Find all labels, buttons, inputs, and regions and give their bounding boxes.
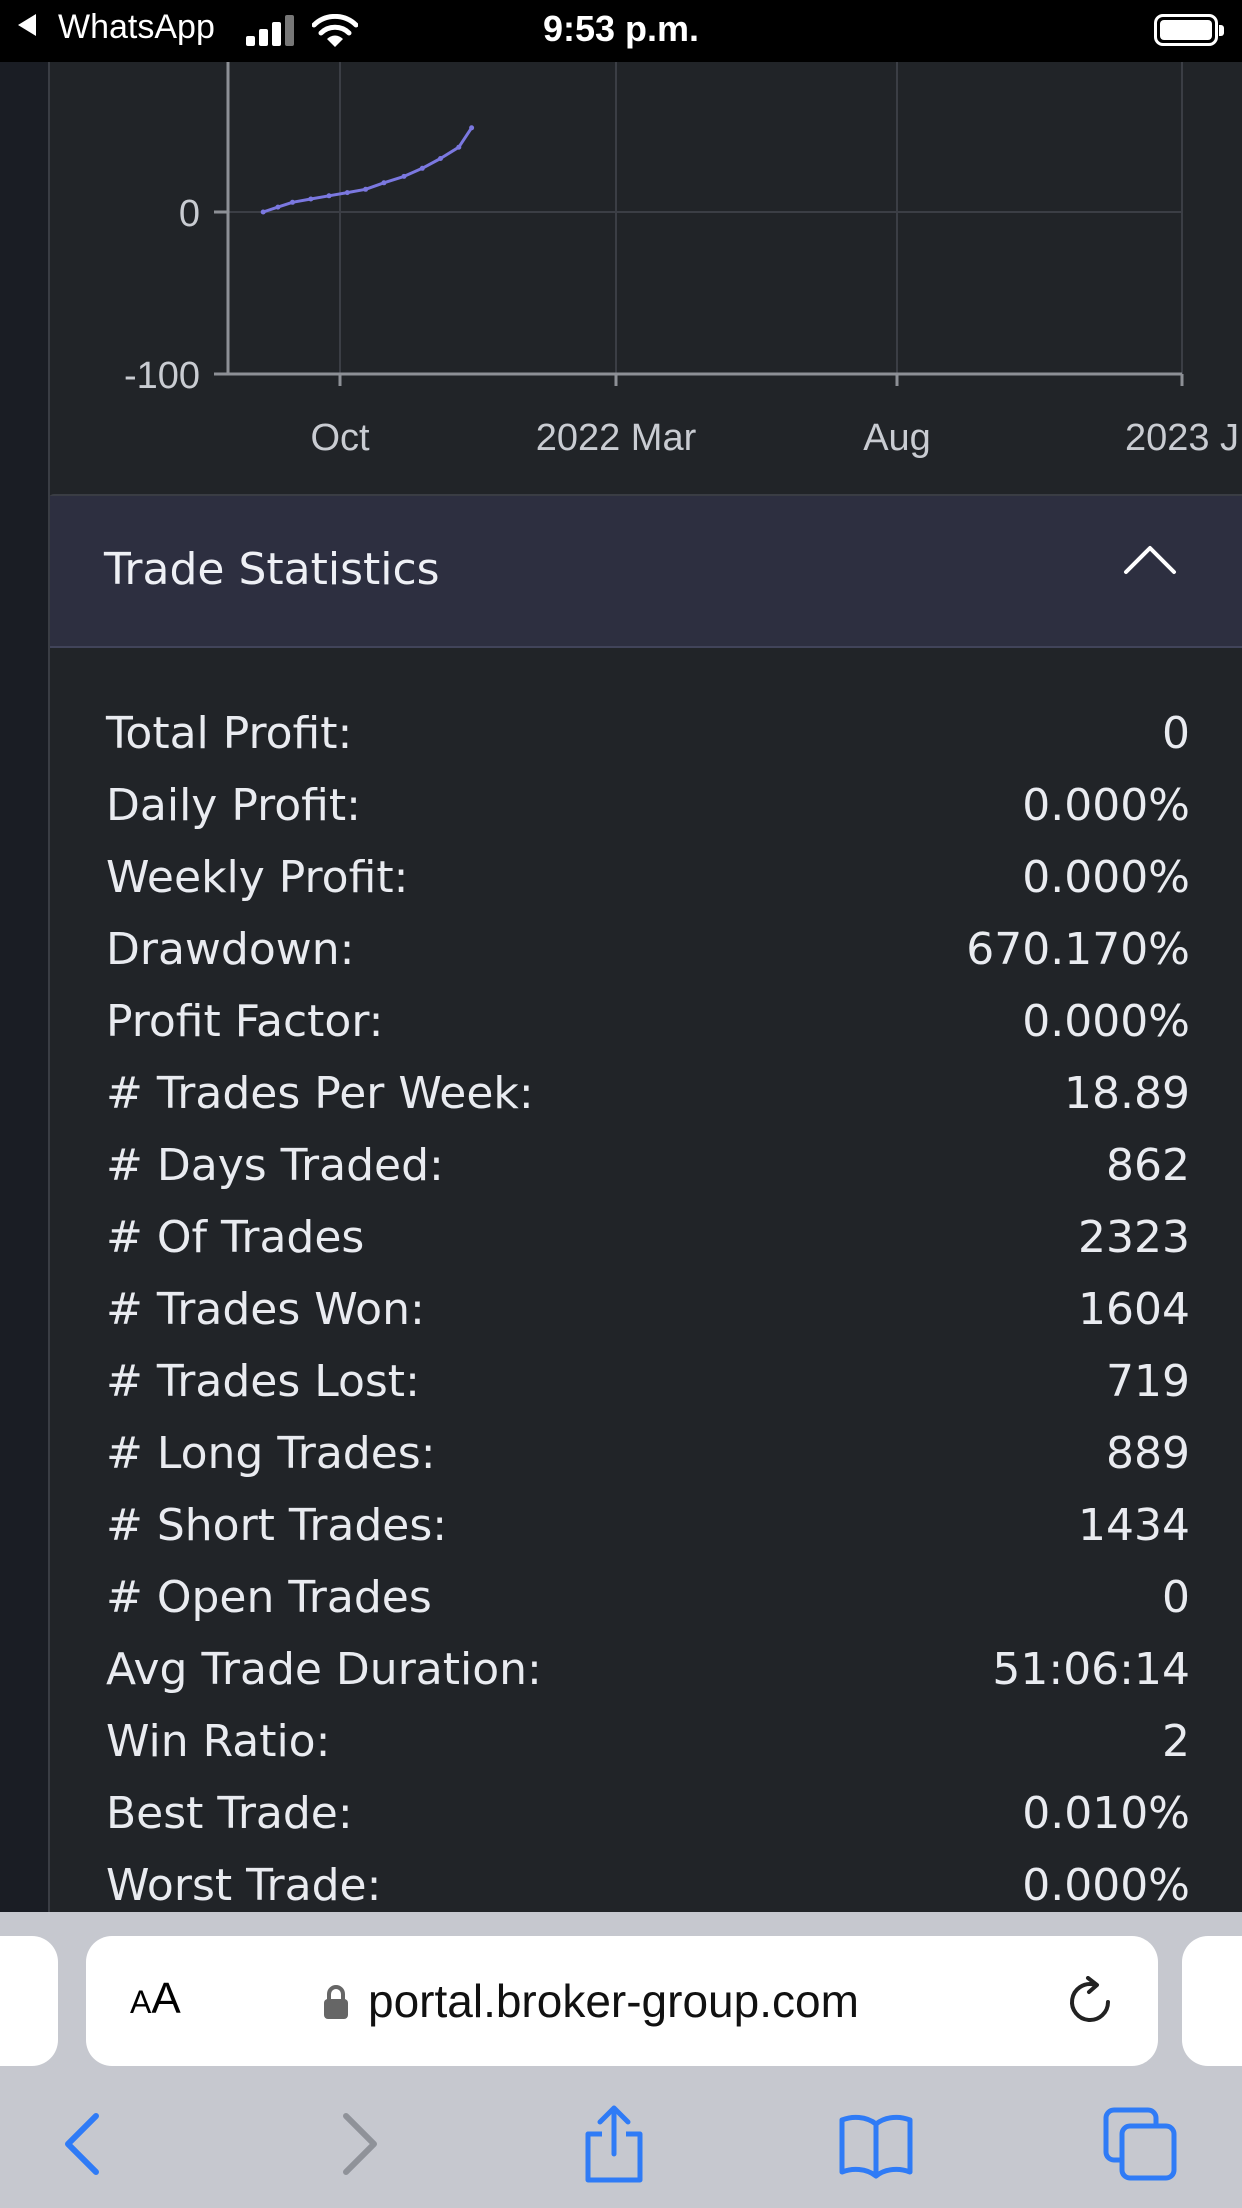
- stat-value: 1604: [1078, 1284, 1190, 1335]
- clock: 9:53 p.m.: [542, 8, 700, 49]
- forward-icon[interactable]: [316, 2104, 396, 2184]
- battery-icon: [1154, 14, 1224, 46]
- stat-value: 670.170%: [966, 924, 1190, 975]
- back-to-app-label[interactable]: WhatsApp: [58, 8, 215, 46]
- stat-row: # Trades Won: 1604: [106, 1274, 1190, 1346]
- stat-row: # Trades Lost: 719: [106, 1346, 1190, 1418]
- stat-label: Drawdown:: [106, 924, 355, 975]
- tabs-icon[interactable]: [1100, 2104, 1180, 2184]
- stat-row: Total Profit: 0: [106, 698, 1190, 770]
- chart-point: [260, 209, 266, 215]
- chart-point: [381, 180, 387, 186]
- equity-chart-card: 0 -100 Oct 2022 Mar Aug 2023 J: [48, 42, 1242, 522]
- back-to-app-icon[interactable]: [18, 14, 36, 36]
- stat-row: # Days Traded: 862: [106, 1130, 1190, 1202]
- stat-row: # Trades Per Week: 18.89: [106, 1058, 1190, 1130]
- stat-value: 0: [1162, 708, 1190, 759]
- chart-point: [469, 125, 475, 131]
- stat-value: 0: [1162, 1572, 1190, 1623]
- chevron-up-icon[interactable]: [1122, 540, 1178, 580]
- chart-series-line: [262, 126, 473, 214]
- chart-point: [419, 165, 425, 171]
- bookmarks-icon[interactable]: [836, 2104, 916, 2184]
- stat-label: Daily Profit:: [106, 780, 361, 831]
- chart-point: [308, 196, 314, 202]
- web-page: 0 -100 Oct 2022 Mar Aug 2023 J Trade Statisti…: [0, 42, 1242, 1994]
- address-bar[interactable]: AA portal.broker-group.com: [86, 1936, 1158, 2066]
- trade-statistics-card: Trade Statistics Total Profit: 0 Daily Pro…: [48, 494, 1242, 1994]
- chart-x-tick-label: Oct: [310, 417, 370, 459]
- stat-value: 0.000%: [1022, 780, 1190, 831]
- lock-icon: [324, 1985, 348, 2019]
- trade-statistics-header[interactable]: Trade Statistics: [50, 496, 1242, 648]
- chart-x-tick-label: 2023 J: [1125, 417, 1239, 459]
- stat-label: Best Trade:: [106, 1788, 353, 1839]
- stat-label: Win Ratio:: [106, 1716, 331, 1767]
- stat-value: 0.000%: [1022, 996, 1190, 1047]
- chart-point: [326, 193, 332, 199]
- stat-value: 18.89: [1064, 1068, 1190, 1119]
- stat-row: # Long Trades: 889: [106, 1418, 1190, 1490]
- stat-row: # Short Trades: 1434: [106, 1490, 1190, 1562]
- stat-label: Avg Trade Duration:: [106, 1644, 542, 1695]
- stat-row: Daily Profit: 0.000%: [106, 770, 1190, 842]
- chart-y-tick-label: 0: [179, 193, 200, 235]
- stat-label: Weekly Profit:: [106, 852, 409, 903]
- wifi-icon: [312, 14, 358, 47]
- trade-statistics-title: Trade Statistics: [104, 544, 440, 595]
- stat-row: Worst Trade: 0.000%: [106, 1850, 1190, 1922]
- stat-label: Profit Factor:: [106, 996, 384, 1047]
- stat-label: Worst Trade:: [106, 1860, 382, 1911]
- stat-label: # Of Trades: [106, 1212, 365, 1263]
- chart-y-tick-label: -100: [124, 355, 200, 397]
- share-icon[interactable]: [574, 2104, 654, 2184]
- stat-label: # Trades Lost:: [106, 1356, 420, 1407]
- chart-x-tick-label: 2022 Mar: [536, 417, 697, 459]
- stat-value: 719: [1106, 1356, 1190, 1407]
- previous-tab-preview[interactable]: [0, 1936, 58, 2066]
- stat-value: 2: [1162, 1716, 1190, 1767]
- chart-point: [290, 199, 295, 205]
- stat-label: Total Profit:: [106, 708, 353, 759]
- stat-row: # Of Trades 2323: [106, 1202, 1190, 1274]
- reload-icon[interactable]: [1064, 1976, 1116, 2028]
- stat-value: 2323: [1078, 1212, 1190, 1263]
- stat-row: Win Ratio: 2: [106, 1706, 1190, 1778]
- status-bar: WhatsApp 9:53 p.m.: [0, 0, 1242, 62]
- back-icon[interactable]: [46, 2104, 126, 2184]
- stat-row: Best Trade: 0.010%: [106, 1778, 1190, 1850]
- stat-value: 1434: [1078, 1500, 1190, 1551]
- chart-x-tick-label: Aug: [863, 417, 931, 459]
- stat-row: Avg Trade Duration: 51:06:14: [106, 1634, 1190, 1706]
- stat-label: # Trades Won:: [106, 1284, 425, 1335]
- stat-label: # Short Trades:: [106, 1500, 448, 1551]
- stat-label: # Days Traded:: [106, 1140, 444, 1191]
- browser-bottom-bar: AA portal.broker-group.com: [0, 1912, 1242, 2208]
- chart-point: [363, 186, 369, 192]
- stat-row: Drawdown: 670.170%: [106, 914, 1190, 986]
- chart-point: [344, 190, 350, 196]
- stat-value: 889: [1106, 1428, 1190, 1479]
- url-text[interactable]: portal.broker-group.com: [368, 1975, 859, 2027]
- page-settings-button[interactable]: AA: [130, 1974, 181, 2023]
- chart-point: [401, 173, 407, 179]
- stat-value: 0.010%: [1022, 1788, 1190, 1839]
- next-tab-preview[interactable]: [1182, 1936, 1242, 2066]
- stat-label: # Long Trades:: [106, 1428, 436, 1479]
- equity-chart: 0 -100 Oct 2022 Mar Aug 2023 J: [124, 44, 1239, 459]
- stat-row: Weekly Profit: 0.000%: [106, 842, 1190, 914]
- stat-label: # Trades Per Week:: [106, 1068, 534, 1119]
- stat-value: 0.000%: [1022, 1860, 1190, 1911]
- stat-value: 51:06:14: [992, 1644, 1190, 1695]
- stat-row: Profit Factor: 0.000%: [106, 986, 1190, 1058]
- stat-value: 0.000%: [1022, 852, 1190, 903]
- stat-row: # Open Trades 0: [106, 1562, 1190, 1634]
- chart-point: [456, 144, 462, 150]
- cellular-signal-icon: [246, 14, 296, 46]
- chart-point: [438, 156, 443, 161]
- chart-point: [275, 204, 281, 210]
- stat-label: # Open Trades: [106, 1572, 432, 1623]
- stat-value: 862: [1106, 1140, 1190, 1191]
